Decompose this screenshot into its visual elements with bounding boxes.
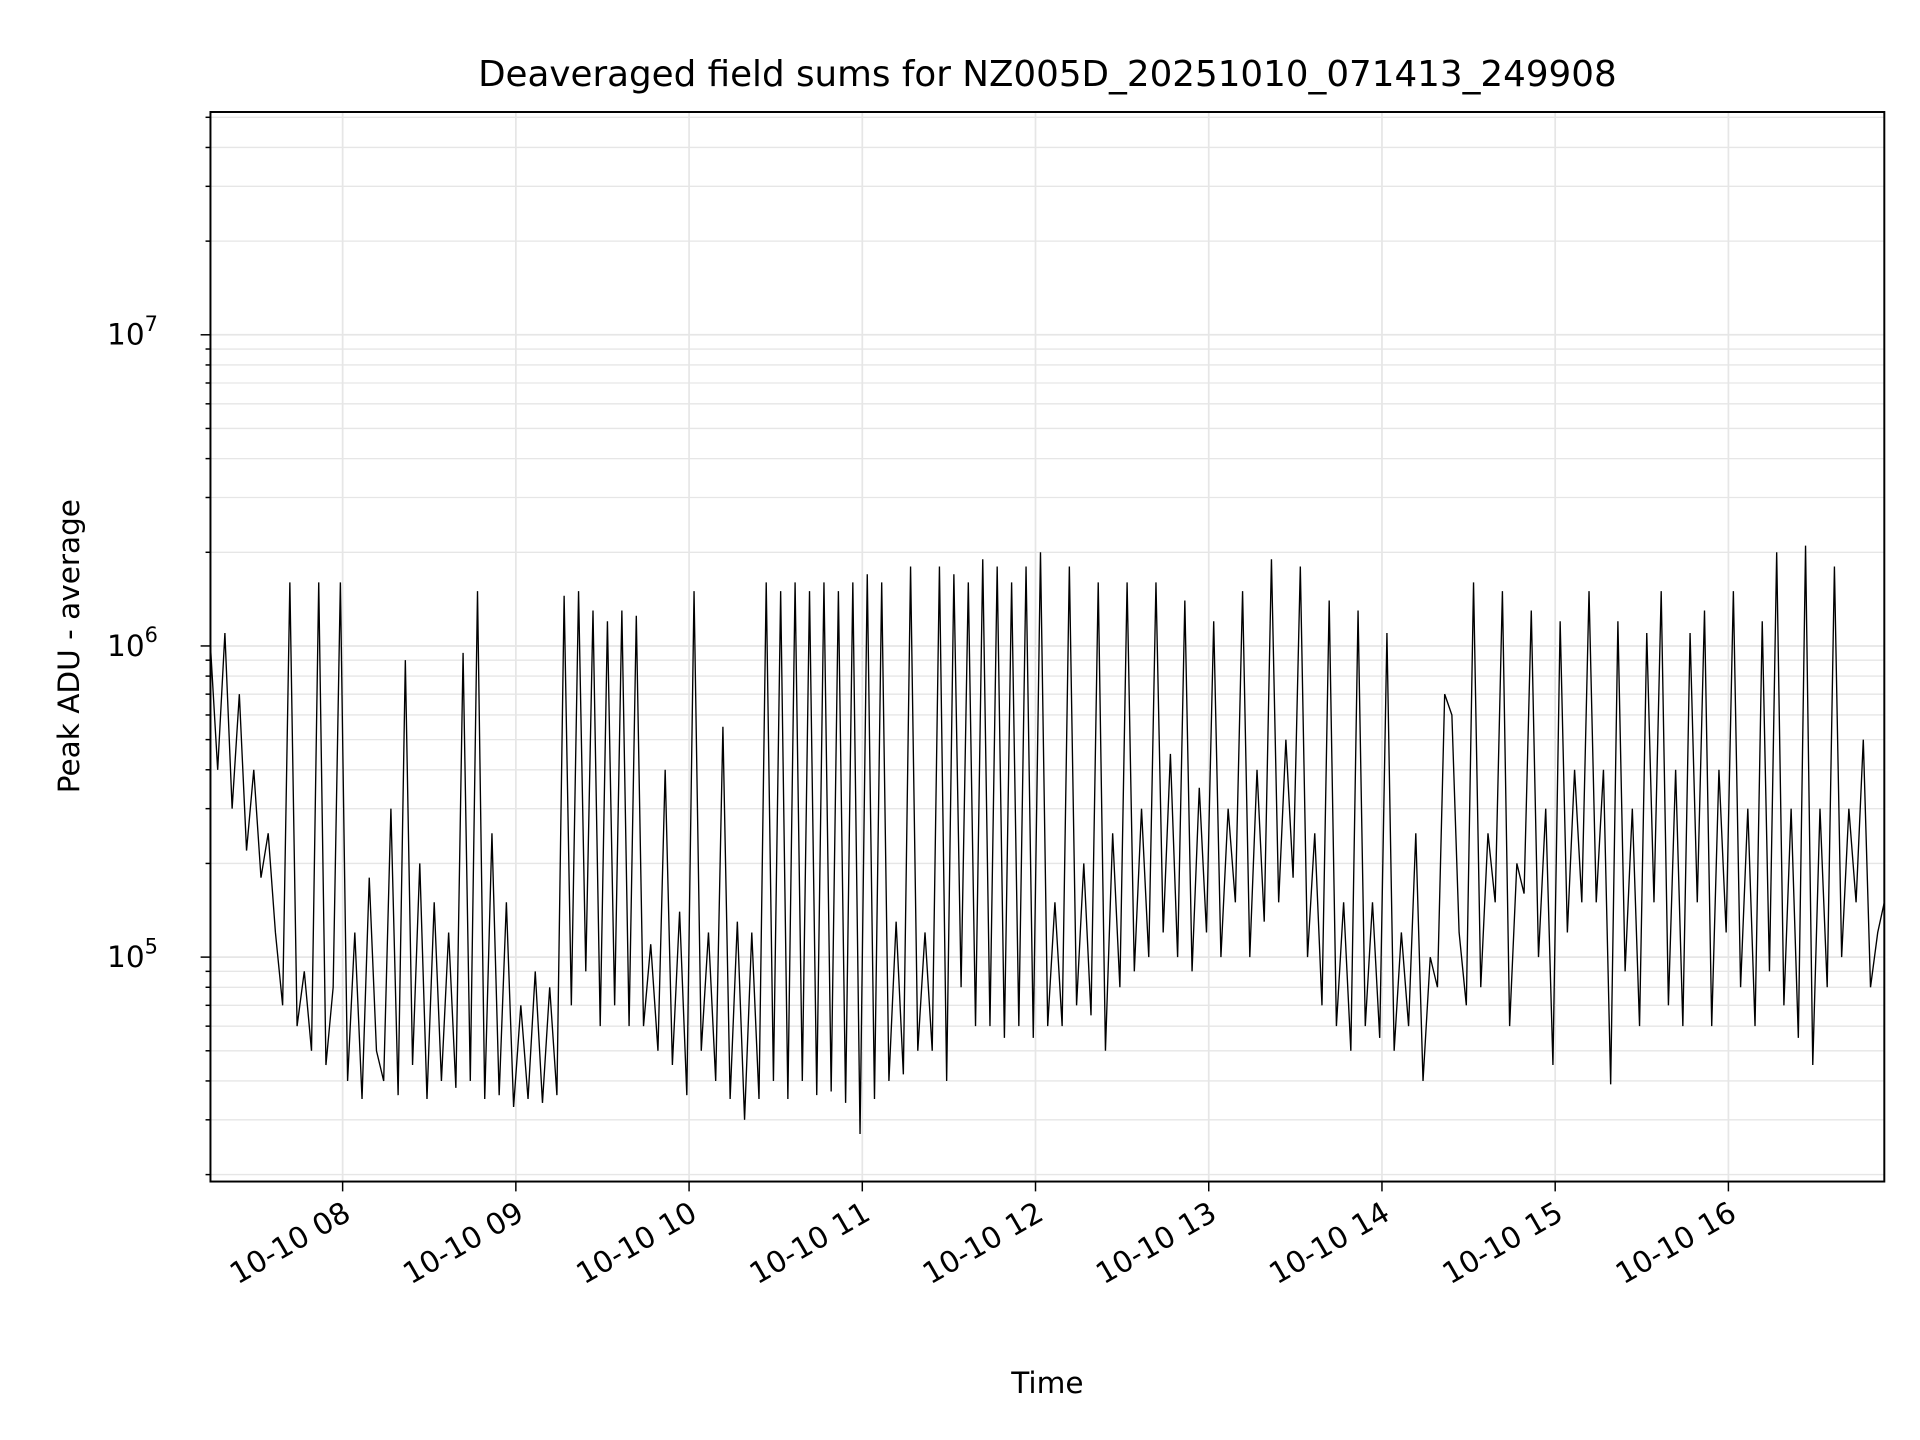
x-tick-label: 10-10 14	[1263, 1195, 1395, 1291]
chart-title: Deaveraged field sums for NZ005D_2025101…	[478, 54, 1617, 95]
x-tick-label: 10-10 09	[397, 1195, 529, 1291]
x-tick-label: 10-10 11	[744, 1195, 876, 1291]
x-tick-label: 10-10 16	[1610, 1195, 1742, 1291]
plot-frame	[209, 111, 1886, 1183]
x-tick-label: 10-10 13	[1090, 1195, 1222, 1291]
y-axis-label: Peak ADU - average	[52, 499, 86, 793]
series-line	[209, 545, 1885, 1135]
x-tick-label: 10-10 08	[224, 1195, 356, 1291]
x-tick-label: 10-10 15	[1437, 1195, 1569, 1291]
ticks: 105 106 107 10-10 08 10-10 09 10-10 10 10-10 1…	[107, 116, 1742, 1291]
x-axis-label: Time	[1010, 1366, 1083, 1400]
x-tick-label: 10-10 12	[917, 1195, 1049, 1291]
y-tick-label: 106	[107, 623, 158, 663]
y-tick-label: 107	[107, 312, 158, 352]
grid	[210, 112, 1885, 1182]
x-tick-label: 10-10 10	[570, 1195, 702, 1291]
series-group	[209, 545, 1885, 1135]
y-tick-label: 105	[107, 934, 158, 974]
